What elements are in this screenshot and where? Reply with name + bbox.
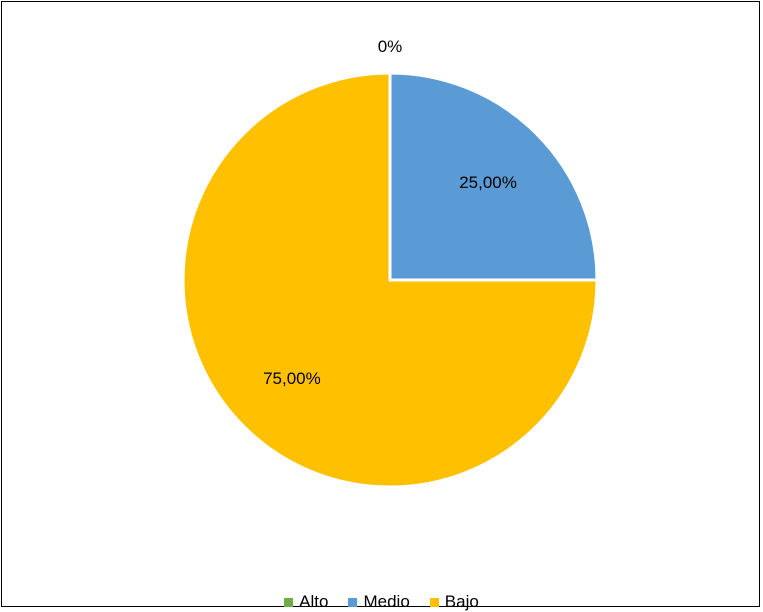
pie-slices: [181, 71, 599, 489]
data-label-medio: 25,00%: [459, 173, 517, 192]
legend-label-alto: Alto: [299, 592, 329, 611]
chart-legend: Alto Medio Bajo: [0, 592, 763, 612]
legend-item-medio: Medio: [348, 592, 410, 612]
legend-swatch-medio: [348, 597, 358, 607]
legend-label-bajo: Bajo: [444, 592, 479, 611]
pie-data-labels: 0% 25,00% 75,00%: [263, 37, 517, 388]
legend-item-alto: Alto: [284, 592, 328, 612]
data-label-alto: 0%: [378, 37, 403, 56]
legend-label-medio: Medio: [363, 592, 410, 611]
legend-swatch-bajo: [429, 597, 439, 607]
data-label-bajo: 75,00%: [263, 369, 321, 388]
pie-slice-bajo: [181, 71, 599, 489]
pie-slice-medio: [388, 71, 599, 282]
legend-swatch-alto: [284, 597, 294, 607]
legend-item-bajo: Bajo: [429, 592, 479, 612]
